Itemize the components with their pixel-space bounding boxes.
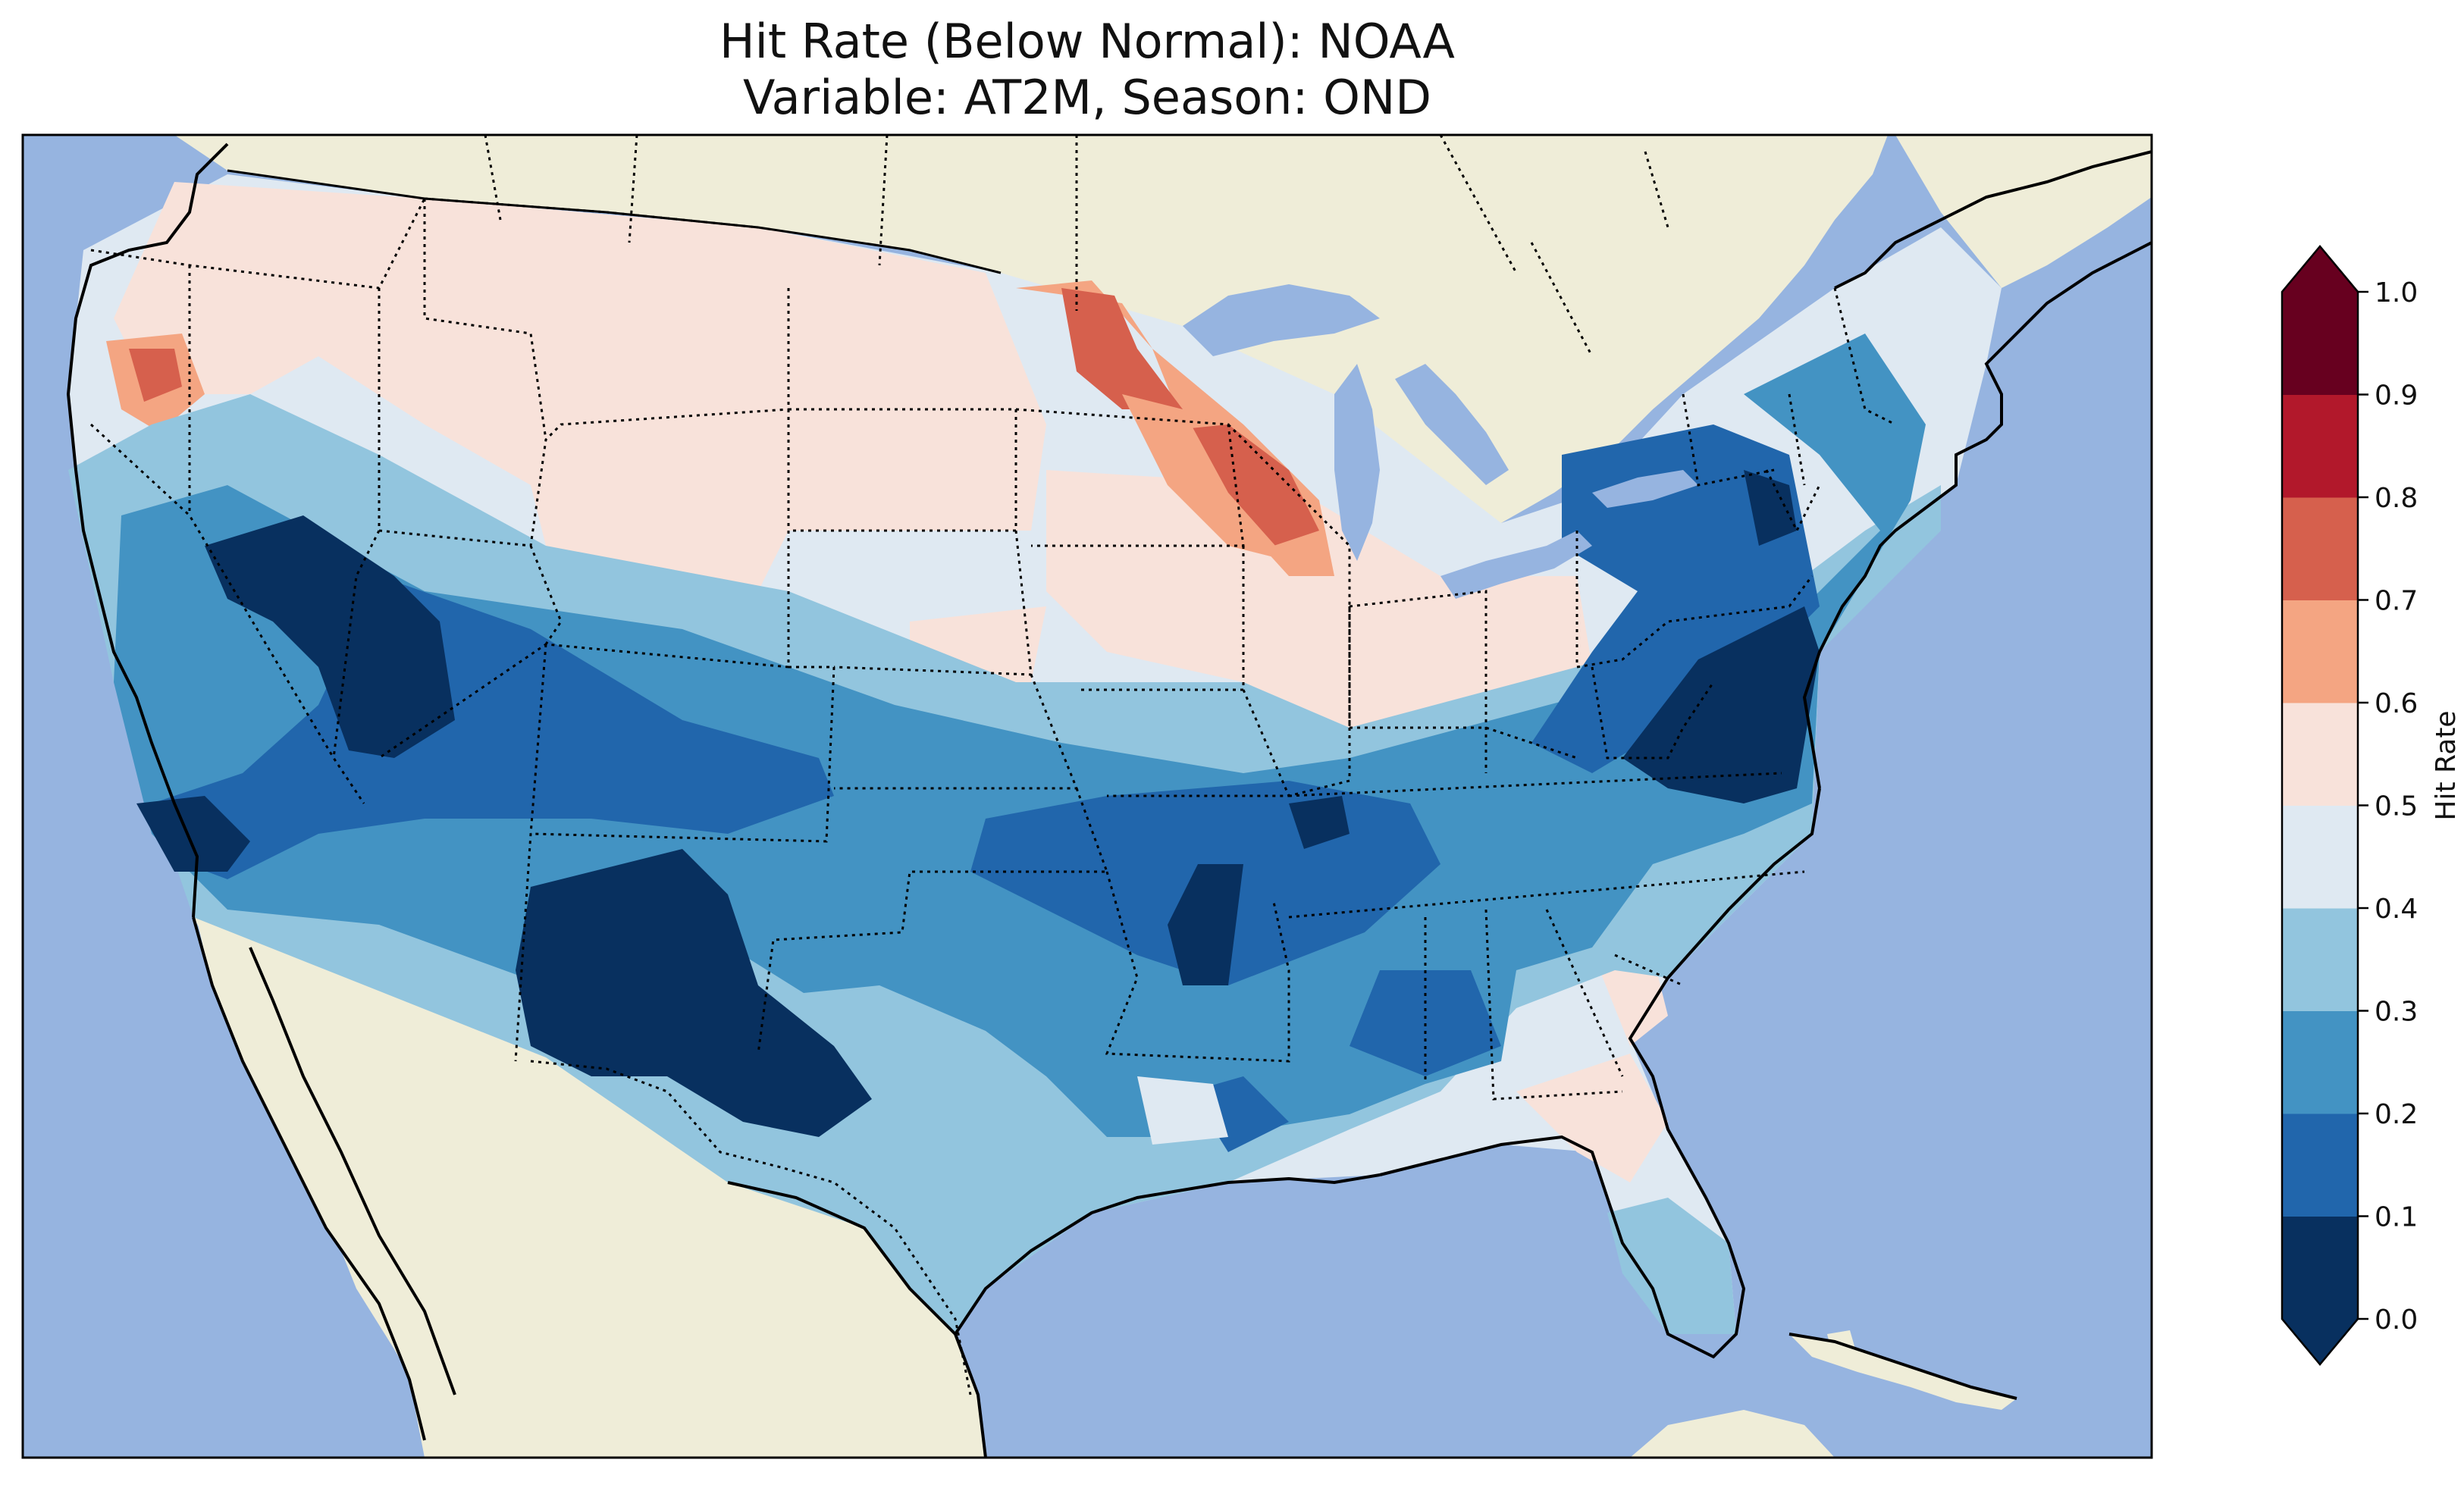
raster-region-28	[1607, 1198, 1736, 1334]
coastlines	[66, 143, 2152, 1458]
raster-region-6	[1516, 1054, 1668, 1182]
title-line-1: Hit Rate (Below Normal): NOAA	[719, 14, 1455, 69]
map-frame	[21, 133, 2153, 1459]
colorbar-tick-label: 0.6	[2375, 688, 2418, 719]
raster-region-29	[1137, 1076, 1228, 1145]
title-line-2: Variable: AT2M, Season: OND	[743, 70, 1431, 125]
colorbar-extend-max	[2282, 246, 2358, 292]
colorbar-bin-6	[2282, 600, 2358, 703]
raster-region-17	[1531, 424, 1820, 773]
raster-region-13	[129, 349, 182, 402]
colorbar-tick-label: 0.7	[2375, 586, 2418, 617]
raster-region-25	[1744, 470, 1797, 546]
maritimes-land	[1895, 135, 2152, 288]
colorbar-label: Hit Rate	[2431, 710, 2462, 820]
raster-region-16	[152, 576, 834, 879]
colorbar-tick-label: 0.9	[2375, 381, 2418, 412]
colorbar-bin-0	[2282, 1216, 2358, 1320]
colorbar-bin-9	[2282, 292, 2358, 395]
state-borders	[89, 198, 1896, 1101]
colorbar-bin-5	[2282, 703, 2358, 806]
yucatan-land	[1630, 1410, 1835, 1458]
raster-region-11	[1122, 394, 1289, 561]
colorbar: 0.0 0.1 0.2 0.3 0.4 0.5 0.6 0.7 0.8 0.9 1.0	[2281, 245, 2418, 1366]
colorbar-tick-label: 0.8	[2375, 483, 2418, 514]
raster-region-26	[1289, 796, 1350, 849]
colorbar-tick-label: 1.0	[2375, 277, 2418, 309]
colorbar-bin-4	[2282, 805, 2358, 909]
raster-region-22	[136, 796, 250, 872]
colorbar-tick-label: 0.4	[2375, 894, 2418, 925]
map-title: Hit Rate (Below Normal): NOAA Variable: …	[23, 14, 2152, 126]
colorbar-tick-label: 0.2	[2375, 1099, 2418, 1130]
colorbar-bin-7	[2282, 497, 2358, 600]
raster-region-23	[516, 849, 872, 1137]
us-canada-border	[227, 169, 1002, 274]
colorbar-bin-1	[2282, 1113, 2358, 1217]
colorbar-tick-label: 0.0	[2375, 1305, 2418, 1336]
colorbar-tick-label: 0.5	[2375, 791, 2418, 822]
hit-rate-raster	[68, 174, 2002, 1334]
colorbar-bin-2	[2282, 1010, 2358, 1114]
raster-region-9	[1061, 288, 1183, 409]
raster-region-21	[205, 515, 455, 758]
colorbar-tick-label: 0.1	[2375, 1202, 2418, 1233]
colorbar-bin-8	[2282, 394, 2358, 498]
colorbar-bin-3	[2282, 908, 2358, 1011]
bahamas-land	[1827, 1330, 1857, 1364]
raster-region-24	[1622, 606, 1820, 803]
raster-region-27	[1168, 864, 1243, 985]
colorbar-extend-min	[2282, 1319, 2358, 1364]
raster-region-7	[1600, 955, 1668, 1046]
great-lakes	[1183, 284, 1698, 599]
colorbar-tick-label: 0.3	[2375, 997, 2418, 1028]
map-panel	[23, 135, 2152, 1458]
baja-land	[197, 921, 462, 1458]
